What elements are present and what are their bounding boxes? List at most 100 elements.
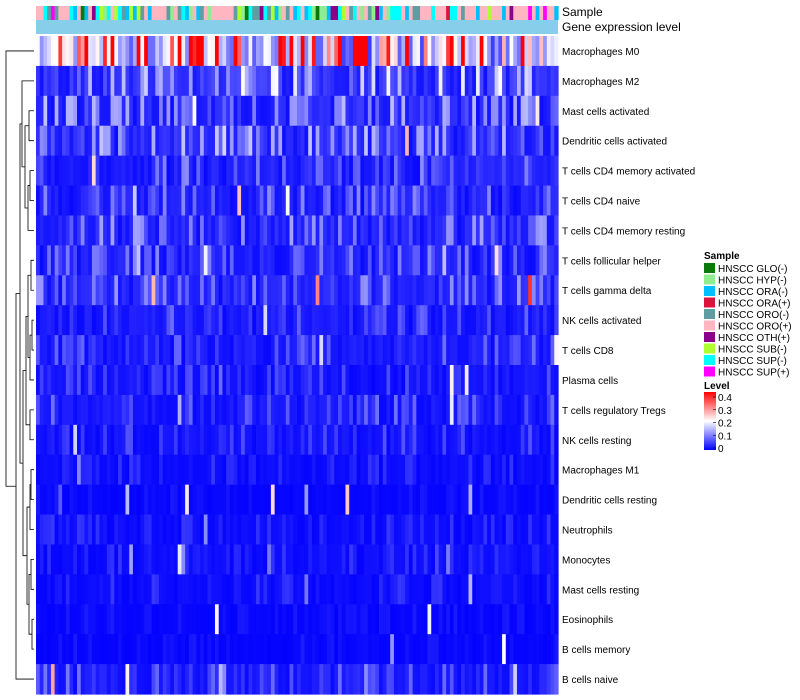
- heatmap-cell: [546, 365, 552, 396]
- heatmap-cell: [472, 514, 477, 546]
- heatmap-cell: [408, 604, 414, 635]
- heatmap-cell: [214, 305, 220, 336]
- heatmap-cell: [360, 574, 365, 605]
- heatmap-cell: [118, 245, 123, 276]
- heatmap-cell: [188, 95, 194, 127]
- heatmap-cell: [505, 514, 511, 546]
- heatmap-cell: [91, 95, 97, 127]
- heatmap-cell: [390, 424, 395, 456]
- sample-annotation-cell: [218, 6, 224, 20]
- heatmap-cell: [386, 335, 391, 366]
- heatmap-cell: [498, 65, 503, 97]
- heatmap-cell: [401, 36, 406, 67]
- heatmap-cell: [472, 544, 477, 575]
- heatmap-cell: [494, 664, 499, 695]
- heatmap-cell: [397, 335, 402, 366]
- sample-annotation-cell: [166, 6, 171, 20]
- heatmap-cell: [315, 185, 320, 217]
- heatmap-cell: [304, 125, 309, 157]
- heatmap-cell: [162, 305, 168, 336]
- heatmap-cell: [494, 95, 499, 127]
- heatmap-cell: [237, 664, 242, 695]
- sample-annotation-cell: [546, 6, 552, 20]
- heatmap-cell: [237, 454, 242, 486]
- heatmap-cell: [304, 544, 309, 575]
- heatmap-cell: [546, 95, 552, 127]
- heatmap-cell: [311, 245, 317, 276]
- heatmap-cell: [132, 215, 138, 246]
- heatmap-cell: [487, 484, 492, 516]
- heatmap-cell: [438, 574, 444, 605]
- heatmap-cell: [297, 664, 302, 695]
- heatmap-cell: [155, 36, 160, 67]
- heatmap-cell: [308, 335, 313, 366]
- heatmap-cell: [531, 604, 537, 635]
- heatmap-cell: [147, 365, 153, 396]
- level-legend-tick-label: 0: [718, 444, 724, 455]
- heatmap-cell: [106, 215, 112, 246]
- heatmap-cell: [457, 514, 462, 546]
- heatmap-cell: [554, 185, 559, 217]
- heatmap-cell: [483, 394, 488, 426]
- heatmap-cell: [274, 365, 279, 396]
- heatmap-cell: [487, 155, 492, 187]
- heatmap-cell: [69, 185, 74, 217]
- sample-annotation-cell: [487, 6, 492, 20]
- heatmap-cell: [99, 95, 104, 127]
- heatmap-cell: [177, 155, 183, 187]
- heatmap-cell: [528, 365, 533, 396]
- heatmap-cell: [39, 185, 45, 217]
- sample-annotation-cell: [420, 6, 425, 20]
- heatmap-cell: [84, 454, 89, 486]
- heatmap-cell: [364, 424, 369, 456]
- heatmap-cell: [136, 65, 141, 97]
- heatmap-cell: [106, 275, 112, 306]
- heatmap-cell: [39, 634, 45, 665]
- heatmap-cell: [200, 664, 205, 695]
- heatmap-cell: [475, 275, 481, 306]
- heatmap-cell: [475, 365, 481, 396]
- heatmap-cell: [356, 215, 361, 246]
- heatmap-cell: [181, 335, 186, 366]
- heatmap-cell: [412, 604, 417, 635]
- heatmap-cell: [88, 125, 93, 157]
- heatmap-cell: [106, 305, 112, 336]
- heatmap-cell: [300, 185, 306, 217]
- heatmap-cell: [479, 125, 485, 157]
- heatmap-cell: [226, 574, 231, 605]
- heatmap-cell: [338, 155, 343, 187]
- heatmap-cell: [237, 275, 242, 306]
- heatmap-cell: [77, 544, 82, 575]
- heatmap-cell: [200, 245, 205, 276]
- heatmap-cell: [412, 574, 417, 605]
- heatmap-cell: [237, 155, 242, 187]
- row-label: T cells follicular helper: [562, 256, 661, 267]
- heatmap-cell: [237, 544, 242, 575]
- heatmap-cell: [330, 484, 335, 516]
- heatmap-cell: [114, 65, 119, 97]
- heatmap-cell: [118, 185, 123, 217]
- level-legend-tick-label: 0.1: [718, 431, 732, 442]
- heatmap-cell: [420, 664, 425, 695]
- heatmap-cell: [297, 424, 302, 456]
- heatmap-cell: [311, 275, 317, 306]
- heatmap-cell: [382, 65, 388, 97]
- heatmap-cell: [200, 454, 205, 486]
- heatmap-cell: [103, 245, 108, 276]
- heatmap-cell: [524, 335, 529, 366]
- heatmap-cell: [475, 215, 481, 246]
- heatmap-cell: [181, 215, 186, 246]
- heatmap-cell: [188, 125, 194, 157]
- heatmap-cell: [390, 185, 395, 217]
- heatmap-cell: [390, 514, 395, 546]
- heatmap-cell: [513, 36, 518, 67]
- heatmap-cell: [364, 215, 369, 246]
- heatmap-cell: [255, 335, 261, 366]
- sample-annotation-cell: [464, 6, 470, 20]
- heatmap-cell: [416, 424, 421, 456]
- heatmap-cell: [233, 155, 238, 187]
- heatmap-cell: [550, 335, 555, 366]
- heatmap-cell: [203, 514, 209, 546]
- heatmap-cell: [233, 604, 238, 635]
- heatmap-cell: [207, 664, 212, 695]
